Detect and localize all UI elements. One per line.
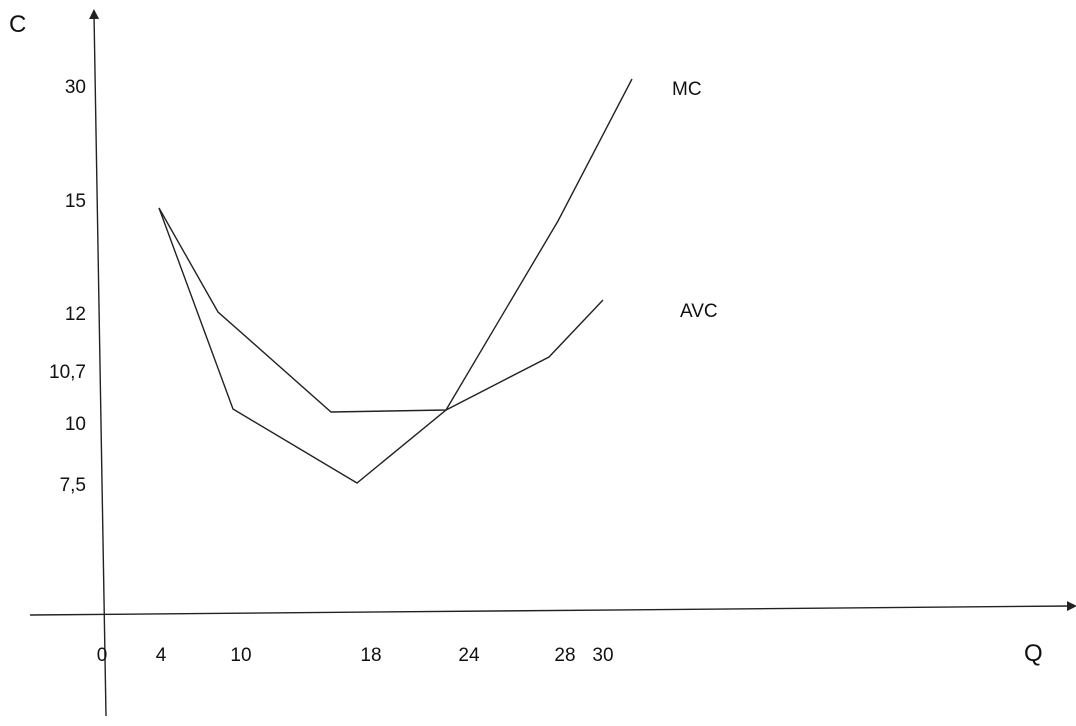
y-tick-label-7-5: 7,5 [60, 475, 86, 496]
x-tick-label-4: 4 [156, 645, 167, 666]
x-tick-label-30: 30 [592, 645, 613, 666]
x-tick-label-28: 28 [554, 645, 575, 666]
series-labels: MC AVC [672, 79, 718, 322]
x-tick-label-10: 10 [230, 645, 251, 666]
y-tick-label-30: 30 [65, 77, 86, 98]
avc-series-label: AVC [680, 301, 718, 322]
x-tick-label-24: 24 [458, 645, 480, 666]
y-tick-label-12: 12 [65, 304, 86, 325]
axes: C Q [9, 9, 1076, 717]
y-tick-label-10-7: 10,7 [49, 362, 86, 383]
mc-series-label: MC [672, 79, 702, 100]
y-tick-labels: 30 15 12 10,7 10 7,5 [49, 77, 86, 496]
y-tick-label-15: 15 [65, 191, 86, 212]
y-axis-title: C [9, 11, 26, 38]
y-axis-line [89, 9, 107, 717]
y-tick-label-10: 10 [65, 414, 86, 435]
series [158, 78, 633, 484]
x-axis-title: Q [1024, 640, 1043, 667]
mc-curve [158, 78, 633, 484]
x-tick-label-0: 0 [97, 645, 108, 666]
x-tick-label-18: 18 [360, 645, 381, 666]
x-axis-line [29, 601, 1076, 616]
x-tick-labels: 0 4 10 18 24 28 30 [97, 645, 614, 666]
avc-curve [158, 207, 604, 413]
